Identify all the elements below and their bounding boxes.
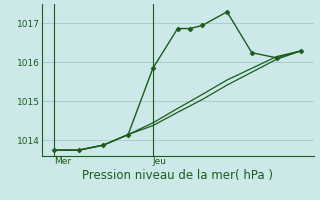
X-axis label: Pression niveau de la mer( hPa ): Pression niveau de la mer( hPa ) <box>82 169 273 182</box>
